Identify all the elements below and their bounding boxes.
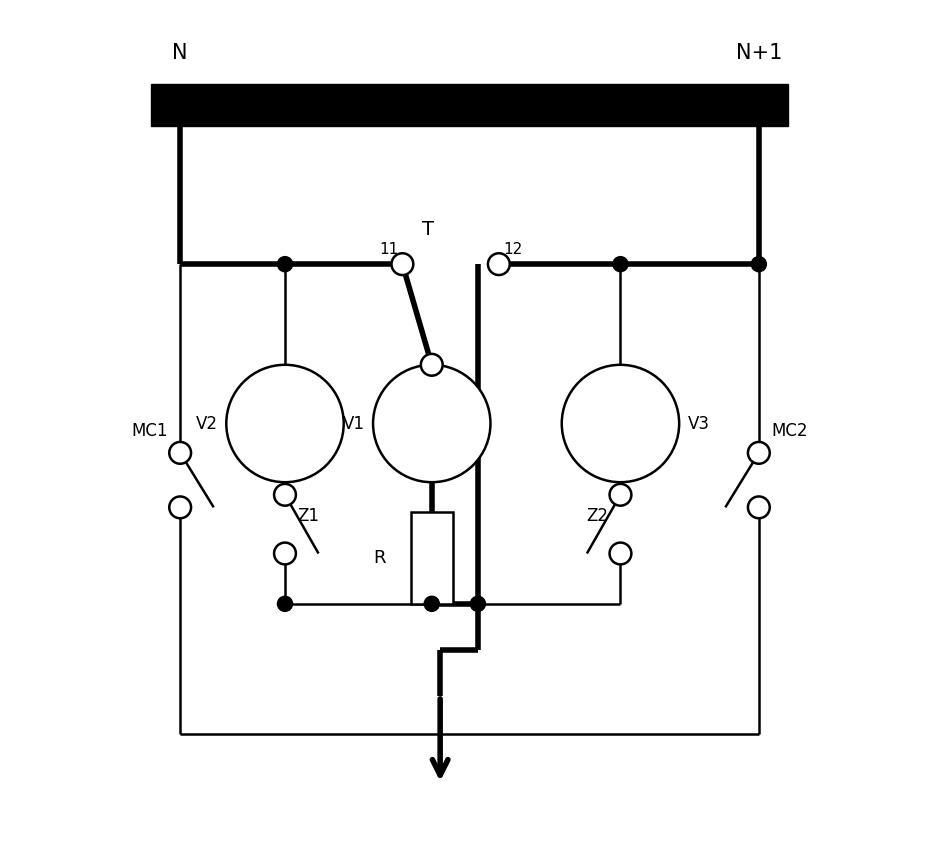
Text: MC2: MC2 xyxy=(772,423,808,440)
Text: 11: 11 xyxy=(379,242,398,257)
Circle shape xyxy=(392,253,413,275)
Text: 12: 12 xyxy=(503,242,522,257)
Bar xyxy=(410,512,453,604)
Bar xyxy=(410,512,453,604)
Circle shape xyxy=(609,543,631,564)
Text: T: T xyxy=(422,220,434,239)
Circle shape xyxy=(421,354,442,376)
Circle shape xyxy=(609,484,631,506)
Circle shape xyxy=(488,253,510,275)
Text: MC1: MC1 xyxy=(131,423,167,440)
Circle shape xyxy=(562,365,679,482)
Text: N: N xyxy=(173,43,188,63)
Circle shape xyxy=(169,442,191,464)
Circle shape xyxy=(748,496,770,518)
Circle shape xyxy=(470,596,485,612)
Text: N+1: N+1 xyxy=(735,43,782,63)
Circle shape xyxy=(373,365,490,482)
Circle shape xyxy=(274,484,296,506)
Text: Z2: Z2 xyxy=(586,507,608,525)
Text: V1: V1 xyxy=(343,414,364,433)
Circle shape xyxy=(277,257,293,272)
Circle shape xyxy=(748,442,770,464)
Circle shape xyxy=(274,543,296,564)
Text: R: R xyxy=(373,549,386,567)
Circle shape xyxy=(751,257,766,272)
Circle shape xyxy=(169,496,191,518)
Circle shape xyxy=(424,596,439,612)
Text: V2: V2 xyxy=(196,414,218,433)
Circle shape xyxy=(226,365,344,482)
Circle shape xyxy=(277,596,293,612)
Bar xyxy=(151,84,788,125)
Circle shape xyxy=(613,257,628,272)
Text: Z1: Z1 xyxy=(298,507,319,525)
Text: V3: V3 xyxy=(687,414,710,433)
